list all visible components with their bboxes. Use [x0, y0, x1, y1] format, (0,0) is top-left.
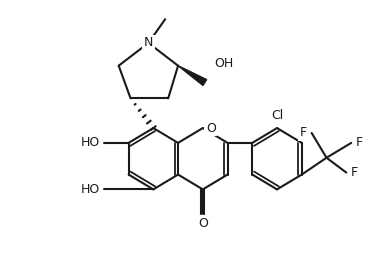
Text: Cl: Cl [271, 109, 283, 122]
Text: N: N [144, 37, 153, 50]
Text: O: O [198, 217, 208, 229]
Text: O: O [206, 122, 216, 135]
Text: F: F [351, 166, 359, 179]
Text: F: F [356, 136, 363, 149]
Text: F: F [300, 126, 307, 139]
Text: OH: OH [214, 57, 233, 70]
Polygon shape [178, 66, 206, 85]
Text: HO: HO [81, 136, 100, 149]
Text: HO: HO [81, 183, 100, 196]
